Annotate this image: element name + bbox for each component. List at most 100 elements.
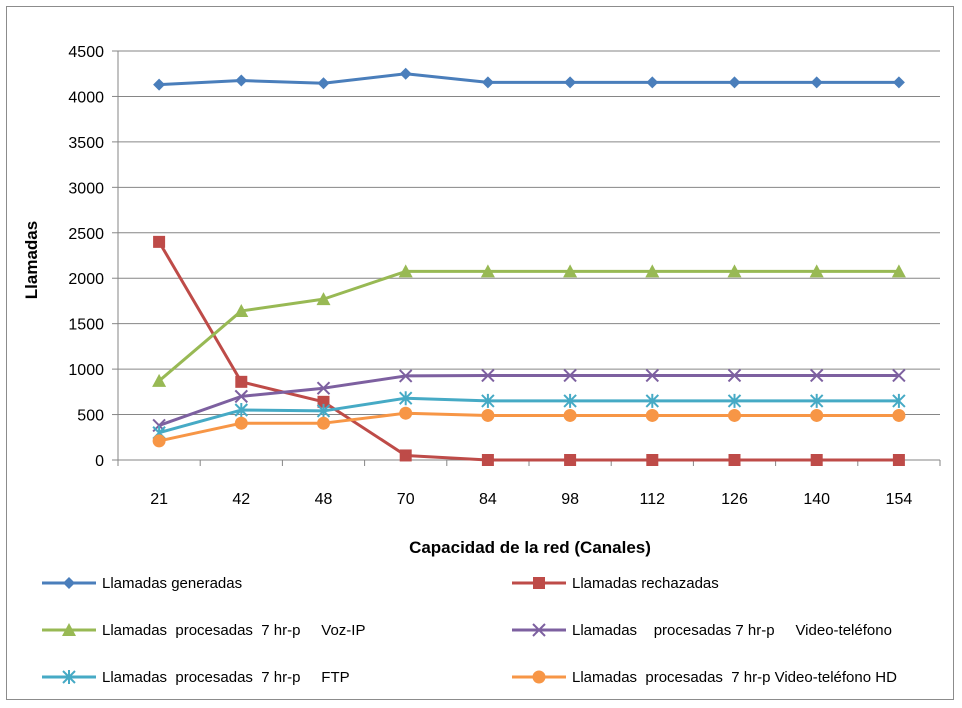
legend: Llamadas generadas Llamadas rechazadas Lla… [42,575,897,686]
data-point [481,408,495,422]
data-point [481,368,495,383]
series-line [158,269,899,383]
y-tick-label: 2000 [68,271,104,288]
data-point [809,264,824,278]
data-point [480,264,495,278]
data-point [646,454,659,466]
data-point [563,368,577,383]
legend-marker [533,577,545,589]
x-tick-label: 126 [721,491,748,508]
series-line [158,396,899,435]
data-point [645,408,659,422]
data-point [645,264,660,278]
data-point [646,76,659,89]
data-point [809,368,824,383]
x-tick-label: 154 [886,491,913,508]
data-point [891,264,906,278]
data-point [398,264,413,278]
y-tick-label: 3500 [68,135,104,152]
data-point [317,395,330,408]
x-axis-label: Capacidad de la red (Canales) [409,538,651,557]
data-point [152,434,166,448]
series-6 [152,406,906,448]
data-point [316,292,331,306]
data-point [153,78,166,91]
series-3 [152,264,906,387]
legend-marker [63,577,75,589]
x-tick-label: 21 [150,491,168,508]
legend-item: Llamadas procesadas 7 hr-p Video-teléfon… [512,622,892,639]
data-point [317,416,330,430]
data-point [398,369,413,383]
legend-item: Llamadas procesadas 7 hr-p Video-teléfon… [512,669,897,686]
data-point [235,375,248,388]
data-point [563,393,577,408]
y-tick-label: 4500 [68,44,104,61]
series-line [157,241,899,462]
x-tick-label: 48 [315,491,333,508]
data-point [234,303,249,317]
data-point [645,393,660,408]
data-point [892,368,906,383]
data-point [728,76,741,89]
legend-label: Llamadas procesadas 7 hr-p Voz-IP [102,622,365,639]
data-point [152,373,167,387]
data-point [727,264,742,278]
data-point [727,368,742,383]
series-line [158,373,899,427]
data-point [481,454,494,466]
data-point [727,393,742,408]
y-tick-label: 3000 [68,180,104,197]
y-tick-label: 0 [95,453,104,470]
data-point [892,393,906,408]
data-point [481,393,495,408]
series-5 [152,391,906,440]
data-point [810,76,823,89]
data-point [564,76,577,89]
data-point [153,235,166,248]
legend-label: Llamadas procesadas 7 hr-p Video-teléfon… [572,622,892,639]
data-point [399,67,412,80]
legend-item: Llamadas generadas [42,575,242,592]
data-point [399,449,412,462]
series-group [152,67,906,466]
series-1 [153,67,905,91]
data-point [563,408,577,422]
y-axis-label: Llamadas [22,221,41,299]
legend-marker [62,623,76,636]
series-4 [152,368,906,433]
data-point [645,368,660,383]
data-point [892,76,905,89]
data-point [234,416,248,430]
data-point [892,454,905,466]
x-tick-label: 112 [640,491,666,508]
data-point [564,454,577,466]
data-point [810,454,823,466]
data-point [810,408,824,422]
chart-frame [6,6,954,700]
x-tick-labels: 21 42 48 70 84 98 112 126 140 154 [150,491,912,508]
legend-marker [62,670,76,684]
gridlines [118,50,940,416]
data-point [481,76,494,89]
data-point [728,454,741,466]
y-tick-label: 1500 [68,317,104,334]
data-point [892,408,906,422]
data-point [235,74,248,87]
legend-marker [532,670,546,684]
data-point [234,403,249,418]
y-tick-label: 2500 [68,226,104,243]
data-point [809,393,824,408]
data-point [234,389,249,404]
legend-label: Llamadas procesadas 7 hr-p Video-teléfon… [572,669,897,686]
data-point [399,406,413,420]
legend-label: Llamadas generadas [102,575,242,592]
legend-marker [532,623,546,637]
data-point [317,77,330,90]
y-tick-label: 500 [77,408,104,425]
x-tick-label: 84 [479,491,497,508]
y-tick-labels: 0 500 1000 1500 2000 2500 3000 3500 4000 4500 [68,44,104,470]
x-tick-label: 42 [232,491,250,508]
legend-item: Llamadas procesadas 7 hr-p FTP [42,669,350,686]
